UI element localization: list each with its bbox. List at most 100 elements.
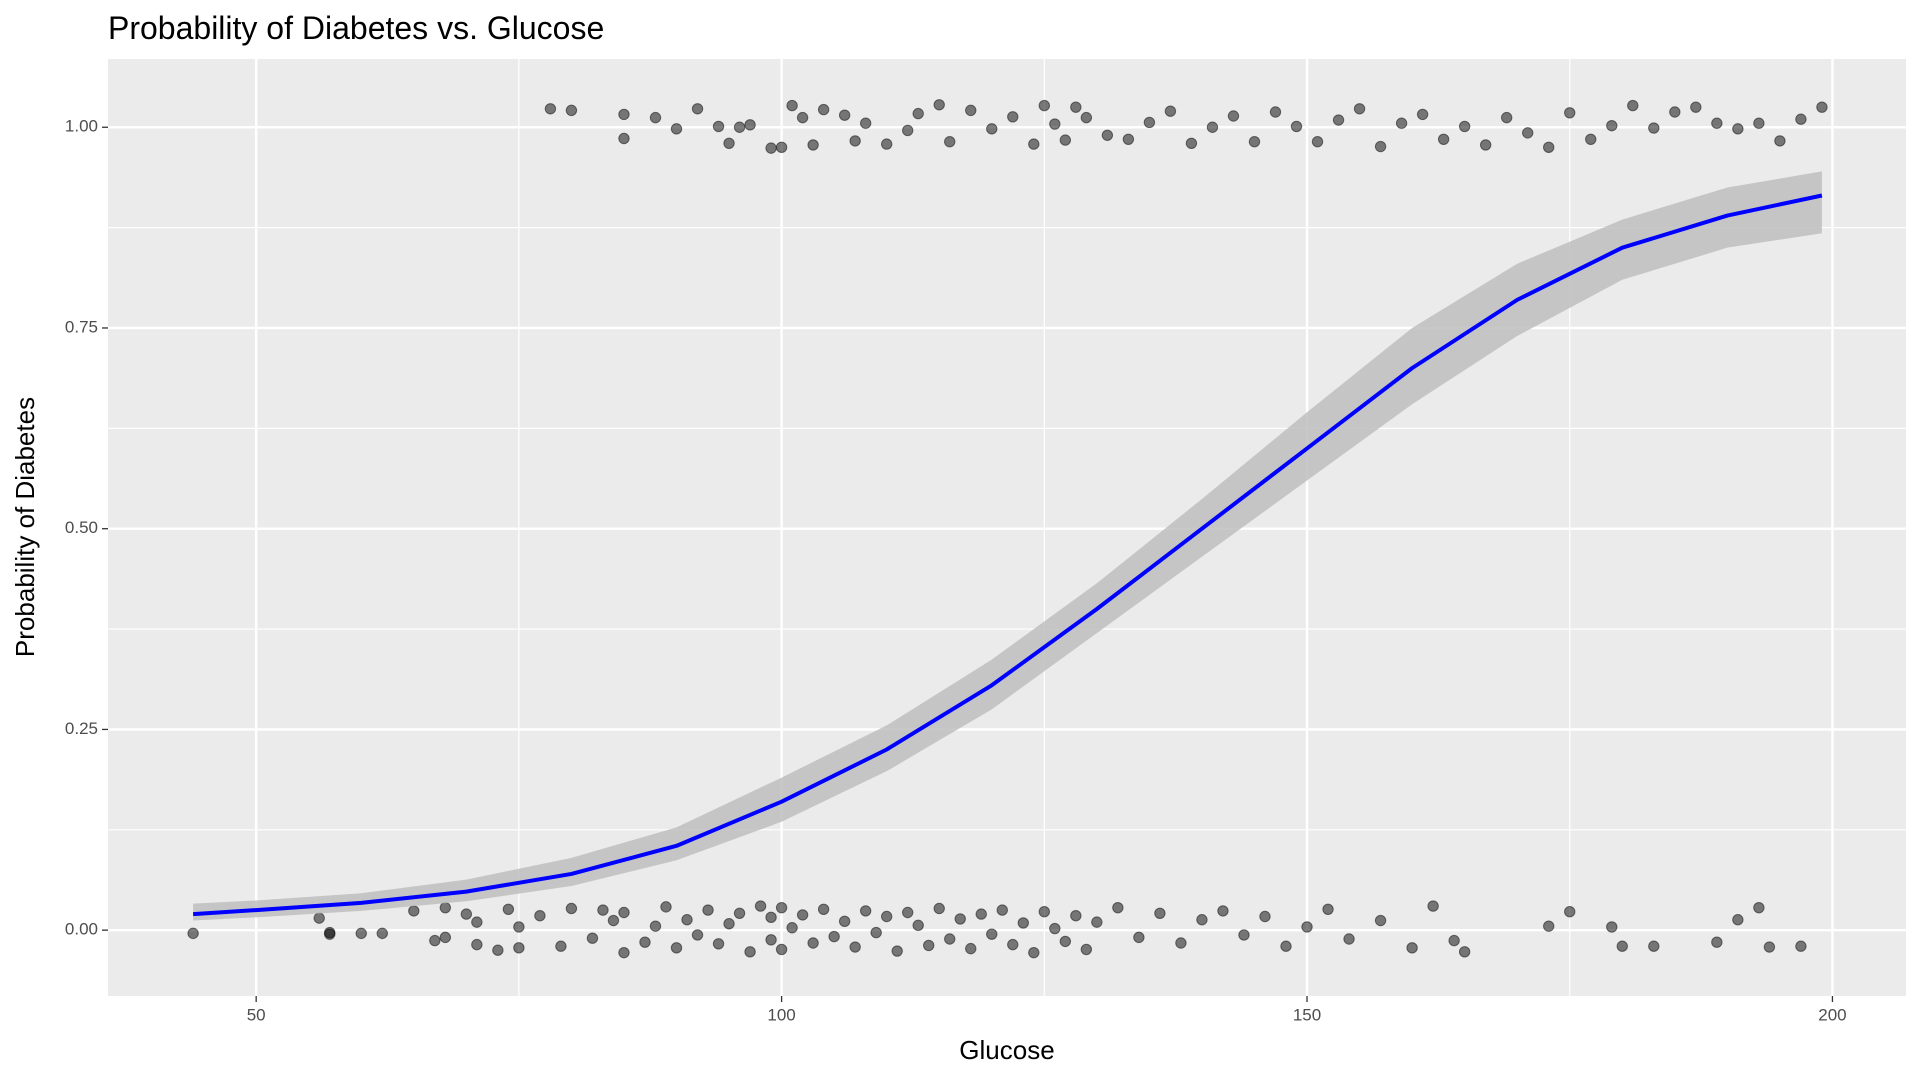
point xyxy=(649,920,662,932)
point xyxy=(775,141,788,154)
point xyxy=(1112,901,1124,914)
point xyxy=(838,915,851,928)
point xyxy=(786,922,798,934)
point xyxy=(702,904,714,916)
point xyxy=(765,911,777,924)
point xyxy=(460,908,473,920)
plot-panel xyxy=(108,59,1906,996)
point xyxy=(1322,903,1334,915)
point xyxy=(1290,120,1303,133)
point xyxy=(1059,134,1072,146)
point xyxy=(933,902,945,915)
point xyxy=(1763,941,1776,953)
point xyxy=(618,906,630,919)
point xyxy=(1175,937,1187,949)
point xyxy=(901,906,914,919)
point xyxy=(733,907,746,919)
point xyxy=(1521,127,1534,139)
point xyxy=(691,929,704,941)
point xyxy=(1080,111,1093,124)
point xyxy=(965,942,977,955)
point xyxy=(901,124,914,137)
point xyxy=(880,910,893,923)
point xyxy=(1437,133,1450,145)
point xyxy=(1133,931,1145,944)
point xyxy=(1280,940,1292,952)
point xyxy=(1185,137,1198,150)
point xyxy=(408,905,420,917)
point xyxy=(744,946,756,958)
point xyxy=(1711,936,1723,948)
point xyxy=(534,910,546,922)
point xyxy=(723,918,735,930)
point xyxy=(954,913,966,925)
point xyxy=(1374,914,1387,927)
y-tick-label: 0.25 xyxy=(65,719,98,738)
point xyxy=(429,934,441,947)
point xyxy=(1070,910,1082,922)
point xyxy=(1007,111,1019,123)
point xyxy=(649,111,662,124)
point xyxy=(807,139,819,151)
point xyxy=(492,944,504,956)
point xyxy=(807,937,819,949)
fit-line xyxy=(192,193,1823,917)
point xyxy=(880,138,893,150)
point xyxy=(1753,117,1765,129)
point xyxy=(1690,101,1702,113)
point xyxy=(912,919,924,932)
point xyxy=(1448,934,1460,947)
point xyxy=(555,940,567,952)
point xyxy=(1458,120,1471,133)
point xyxy=(859,905,872,917)
y-tick-label: 1.00 xyxy=(65,117,98,136)
point xyxy=(1606,921,1618,933)
point xyxy=(1154,907,1166,919)
point xyxy=(1217,905,1229,917)
point xyxy=(1028,946,1040,959)
point xyxy=(849,941,861,953)
point xyxy=(1259,910,1271,923)
point xyxy=(691,103,704,115)
point xyxy=(1795,113,1807,125)
point xyxy=(324,928,336,940)
point xyxy=(1395,117,1408,129)
point xyxy=(712,938,725,950)
point xyxy=(1406,942,1418,954)
y-axis-title: Probability of Diabetes xyxy=(10,397,40,657)
point xyxy=(1711,117,1723,129)
point xyxy=(1732,123,1744,135)
point xyxy=(1616,940,1628,952)
point xyxy=(1238,929,1250,941)
point xyxy=(618,132,630,145)
point xyxy=(618,108,630,121)
point xyxy=(1427,900,1439,912)
x-tick-label: 50 xyxy=(247,1005,266,1024)
point xyxy=(1458,946,1471,958)
point xyxy=(723,137,735,150)
point xyxy=(1038,99,1051,112)
point xyxy=(1164,105,1177,117)
point xyxy=(1332,114,1345,126)
point xyxy=(712,120,725,133)
confidence-band xyxy=(193,171,1822,921)
point xyxy=(1091,916,1103,928)
point xyxy=(828,930,840,943)
point xyxy=(744,119,756,131)
point xyxy=(376,927,388,940)
point xyxy=(1648,940,1660,952)
point xyxy=(1374,140,1387,153)
point xyxy=(439,931,452,944)
point xyxy=(1343,933,1355,945)
point xyxy=(565,104,578,117)
point xyxy=(355,927,367,940)
point xyxy=(912,107,924,120)
point xyxy=(1543,920,1555,932)
point xyxy=(670,942,683,954)
point xyxy=(1143,116,1156,129)
x-axis-title: Glucose xyxy=(959,1035,1054,1065)
point xyxy=(1774,135,1786,147)
point xyxy=(796,111,809,124)
point xyxy=(838,109,851,121)
